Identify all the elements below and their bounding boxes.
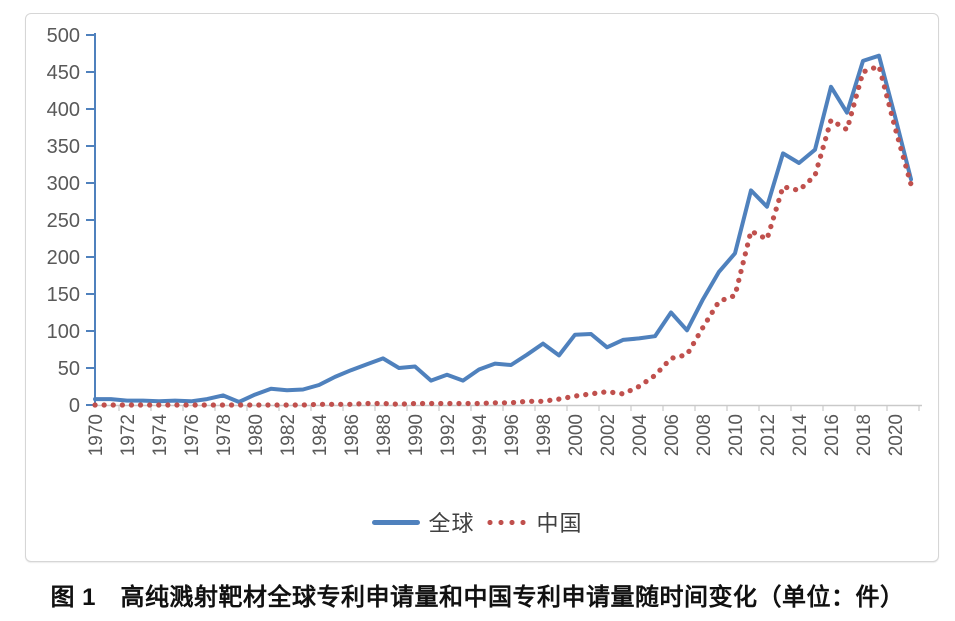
svg-text:200: 200 xyxy=(47,247,80,269)
svg-text:1984: 1984 xyxy=(310,414,331,457)
svg-text:2006: 2006 xyxy=(662,414,683,456)
svg-text:250: 250 xyxy=(47,210,80,232)
svg-text:1980: 1980 xyxy=(246,414,267,456)
svg-text:1982: 1982 xyxy=(278,414,299,456)
china-line-swatch xyxy=(484,518,529,526)
svg-text:1986: 1986 xyxy=(342,414,363,456)
svg-text:2018: 2018 xyxy=(854,414,875,456)
svg-text:300: 300 xyxy=(47,173,80,195)
svg-text:2000: 2000 xyxy=(566,414,587,456)
chart-legend: 全球 中国 xyxy=(0,506,955,538)
svg-text:1988: 1988 xyxy=(374,414,395,456)
svg-text:450: 450 xyxy=(47,62,80,84)
svg-text:1976: 1976 xyxy=(182,414,203,456)
global-line-swatch xyxy=(372,519,421,525)
svg-text:2010: 2010 xyxy=(726,414,747,456)
svg-text:150: 150 xyxy=(47,284,80,306)
svg-text:2004: 2004 xyxy=(630,414,651,457)
svg-text:2020: 2020 xyxy=(886,414,907,456)
svg-text:1972: 1972 xyxy=(118,414,139,456)
legend-item-global: 全球 xyxy=(372,506,474,538)
svg-text:400: 400 xyxy=(47,99,80,121)
figure-caption: 图 1 高纯溅射靶材全球专利申请量和中国专利申请量随时间变化（单位：件） xyxy=(50,584,905,611)
svg-text:2014: 2014 xyxy=(790,414,811,457)
svg-text:2002: 2002 xyxy=(598,414,619,456)
svg-text:500: 500 xyxy=(47,25,80,47)
svg-text:1998: 1998 xyxy=(534,414,555,456)
svg-text:0: 0 xyxy=(69,395,80,417)
svg-text:1996: 1996 xyxy=(502,414,523,456)
chart-frame xyxy=(25,13,939,562)
legend-label-global: 全球 xyxy=(428,511,475,536)
legend-item-china: 中国 xyxy=(484,506,583,538)
svg-text:2016: 2016 xyxy=(822,414,843,456)
svg-text:1970: 1970 xyxy=(86,414,107,456)
svg-text:2008: 2008 xyxy=(694,414,715,456)
svg-text:1978: 1978 xyxy=(214,414,235,456)
svg-text:2012: 2012 xyxy=(758,414,779,456)
chart-canvas: 0 50 100 150 200 250 300 350 400 450 500 1970 1972 19… xyxy=(47,25,922,457)
svg-text:50: 50 xyxy=(58,358,80,380)
svg-text:1974: 1974 xyxy=(150,414,171,457)
svg-text:1990: 1990 xyxy=(406,414,427,456)
svg-text:350: 350 xyxy=(47,136,80,158)
svg-text:100: 100 xyxy=(47,321,80,343)
legend-label-china: 中国 xyxy=(536,511,583,536)
svg-text:1994: 1994 xyxy=(470,414,491,457)
svg-text:1992: 1992 xyxy=(438,414,459,456)
